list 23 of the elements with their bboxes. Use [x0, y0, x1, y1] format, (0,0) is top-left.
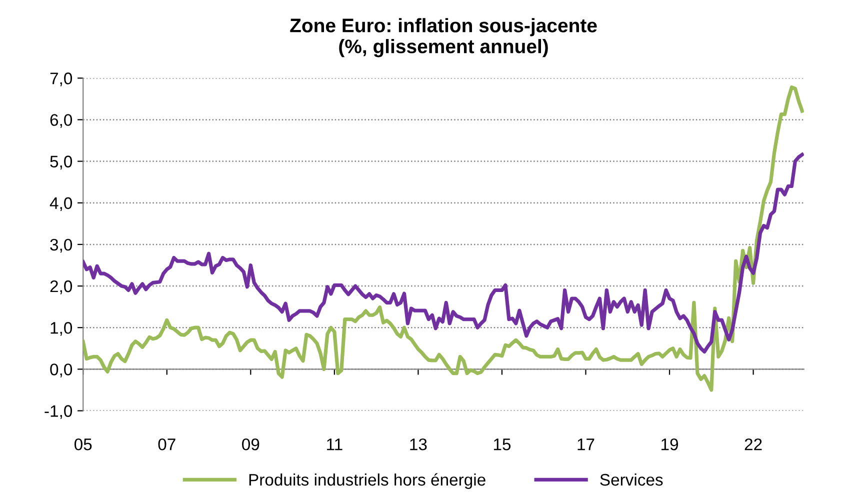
- y-tick-label: 0,0: [50, 364, 72, 378]
- x-tick-label: 07: [158, 438, 176, 450]
- y-tick-label: 5,0: [50, 156, 72, 170]
- legend-label: Services: [600, 473, 663, 486]
- y-tick-label: 6,0: [50, 114, 72, 128]
- x-tick-label: 11: [327, 438, 342, 450]
- y-tick-label: 3,0: [50, 238, 72, 253]
- y-tick-label: 4,0: [50, 197, 72, 212]
- x-tick-label: 22: [744, 438, 762, 450]
- x-tick-label: 05: [74, 438, 92, 450]
- line-series: [83, 152, 804, 354]
- x-tick-label: 19: [662, 438, 678, 450]
- x-tick-label: 17: [578, 438, 594, 450]
- y-tick-label: 1,0: [50, 322, 72, 336]
- y-tick-label: -1,0: [44, 405, 72, 419]
- chart-title: Zone Euro: inflation sous-jacente (%, glissement annuel): [290, 18, 597, 58]
- x-tick-label: 15: [494, 438, 511, 450]
- line-series: [83, 85, 804, 392]
- x-tick-label: 13: [410, 438, 427, 450]
- legend-label: Produits industriels hors énergie: [249, 473, 486, 489]
- y-tick-label: 7,0: [50, 72, 72, 86]
- x-tick-label: 09: [242, 438, 260, 450]
- y-tick-label: 2,0: [50, 280, 72, 294]
